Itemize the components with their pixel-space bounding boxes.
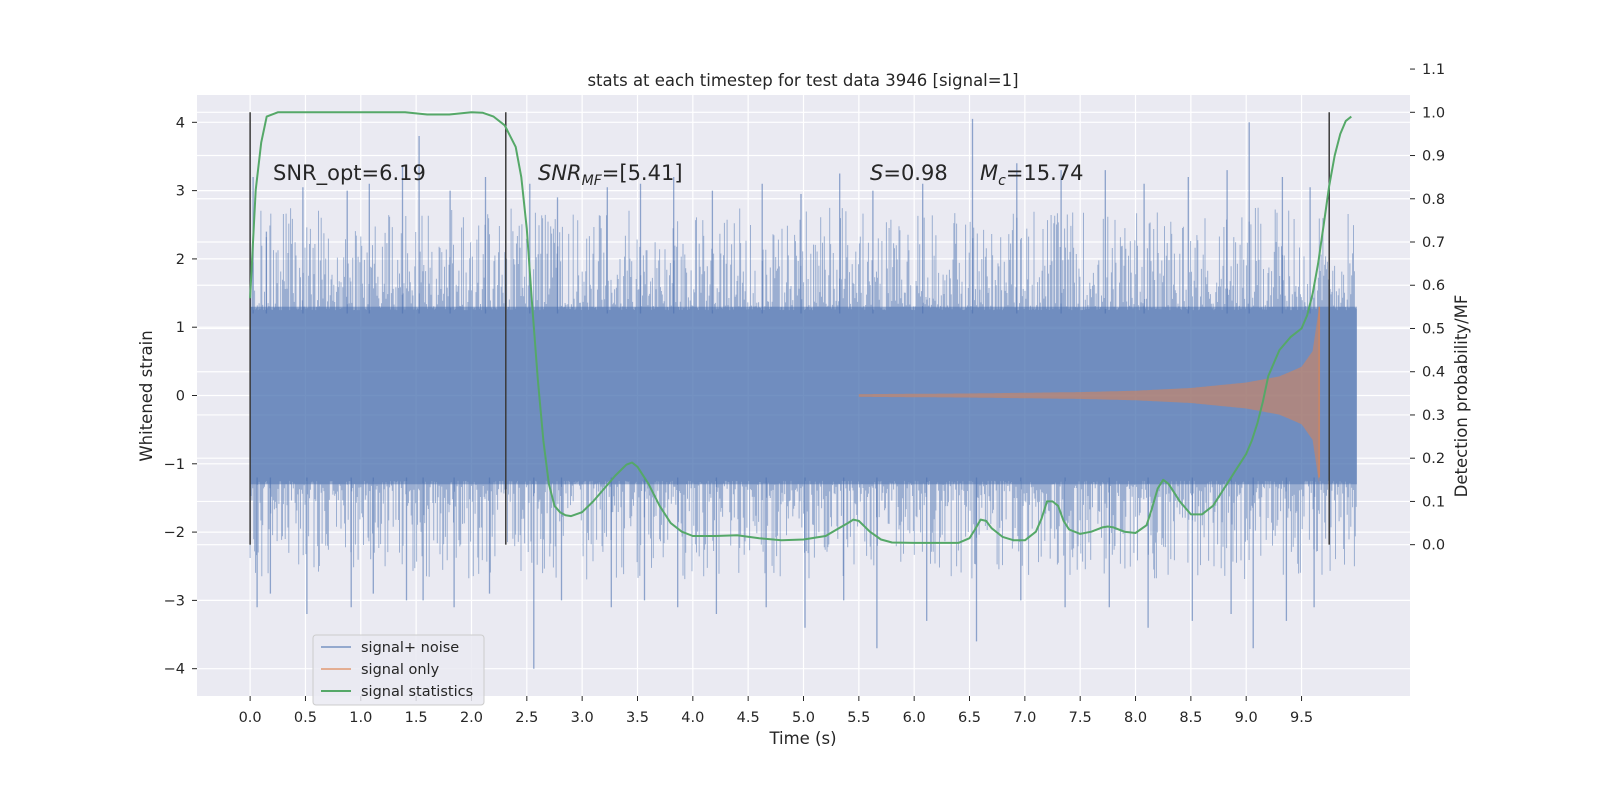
chart-title: stats at each timestep for test data 394… bbox=[587, 71, 1018, 90]
signal-envelope bbox=[858, 306, 1320, 485]
y-tick-label: −1 bbox=[164, 457, 185, 473]
y-tick-label: −4 bbox=[164, 662, 185, 678]
y-right-tick-label: 1.1 bbox=[1422, 62, 1445, 78]
x-tick-label: 4.0 bbox=[681, 710, 704, 726]
mc-value: =15.74 bbox=[1006, 161, 1084, 185]
s-value: =0.98 bbox=[883, 161, 947, 185]
x-tick-label: 8.0 bbox=[1124, 710, 1147, 726]
y-axis-label: Whitened strain bbox=[137, 330, 156, 461]
y-right-tick-label: 0.8 bbox=[1422, 192, 1445, 208]
x-tick-label: 9.5 bbox=[1290, 710, 1313, 726]
x-tick-label: 5.5 bbox=[847, 710, 870, 726]
x-tick-label: 0.5 bbox=[294, 710, 317, 726]
x-tick-label: 4.5 bbox=[737, 710, 760, 726]
x-tick-label: 6.5 bbox=[958, 710, 981, 726]
x-tick-label: 2.5 bbox=[515, 710, 538, 726]
y-right-tick-label: 0.7 bbox=[1422, 235, 1445, 251]
x-tick-label: 7.5 bbox=[1069, 710, 1092, 726]
y-right-tick-label: 0.6 bbox=[1422, 278, 1445, 294]
x-tick-label: 9.0 bbox=[1235, 710, 1258, 726]
y-tick-label: −3 bbox=[164, 593, 185, 609]
legend-label-stats: signal statistics bbox=[361, 684, 473, 700]
x-tick-label: 3.0 bbox=[571, 710, 594, 726]
y-tick-label: 2 bbox=[176, 252, 185, 268]
y-tick-label: 0 bbox=[176, 389, 185, 405]
annotation-snr-opt: SNR_opt=6.19 bbox=[273, 161, 426, 186]
x-tick-label: 0.0 bbox=[239, 710, 262, 726]
y-right-tick-label: 0.9 bbox=[1422, 149, 1445, 165]
x-ticks: 0.0 0.5 1.0 1.5 2.0 2.5 3.0 3.5 4.0 4.5 5.0 5.5 6.0 6… bbox=[239, 696, 1313, 726]
y-right-tick-label: 0.4 bbox=[1422, 365, 1445, 381]
legend-box bbox=[312, 634, 485, 706]
x-tick-label: 1.0 bbox=[349, 710, 372, 726]
snr-mf-subscript: MF bbox=[582, 173, 603, 189]
y-right-tick-label: 1.0 bbox=[1422, 105, 1445, 121]
mc-symbol: M bbox=[980, 161, 998, 185]
y-tick-label: 4 bbox=[176, 115, 185, 131]
annotation-s: S=0.98 bbox=[870, 161, 948, 185]
mc-subscript: c bbox=[998, 173, 1006, 189]
legend-label-noise: signal+ noise bbox=[361, 640, 459, 656]
legend: signal+ noise signal only signal statist… bbox=[312, 634, 485, 706]
x-tick-label: 6.0 bbox=[903, 710, 926, 726]
y-tick-label: 3 bbox=[176, 184, 185, 200]
y-left-ticks: 4 3 2 1 0 −1 −2 −3 −4 bbox=[164, 115, 197, 678]
x-tick-label: 5.0 bbox=[792, 710, 815, 726]
annotation-mc: Mc=15.74 bbox=[980, 161, 1084, 189]
x-tick-label: 1.5 bbox=[405, 710, 428, 726]
x-tick-label: 2.0 bbox=[460, 710, 483, 726]
y-right-tick-label: 0.2 bbox=[1422, 451, 1445, 467]
x-tick-label: 8.5 bbox=[1179, 710, 1202, 726]
y-tick-label: −2 bbox=[164, 525, 185, 541]
x-axis-label: Time (s) bbox=[768, 729, 836, 748]
y-right-tick-label: 0.1 bbox=[1422, 494, 1445, 510]
annotation-snr-mf: SNRMF=[5.41] bbox=[538, 161, 683, 189]
s-symbol: S bbox=[870, 161, 883, 185]
legend-label-signal: signal only bbox=[361, 662, 440, 678]
signal-statistics-series bbox=[249, 111, 1352, 544]
y-right-axis-label: Detection probability/MF bbox=[1452, 295, 1471, 498]
signal-statistics-line bbox=[249, 111, 1352, 544]
y-right-ticks: 1.1 1.0 0.9 0.8 0.7 0.6 0.5 0.4 0.3 0.2 0.1 0.0 bbox=[1410, 62, 1445, 554]
x-tick-label: 3.5 bbox=[626, 710, 649, 726]
y-right-tick-label: 0.0 bbox=[1422, 538, 1445, 554]
y-right-tick-label: 0.5 bbox=[1422, 321, 1445, 337]
snr-mf-value: =[5.41] bbox=[602, 161, 683, 185]
x-tick-label: 7.0 bbox=[1013, 710, 1036, 726]
y-tick-label: 1 bbox=[176, 320, 185, 336]
signal-only-series bbox=[858, 306, 1321, 485]
snr-mf-symbol: SNR bbox=[538, 161, 582, 185]
y-right-tick-label: 0.3 bbox=[1422, 408, 1445, 424]
